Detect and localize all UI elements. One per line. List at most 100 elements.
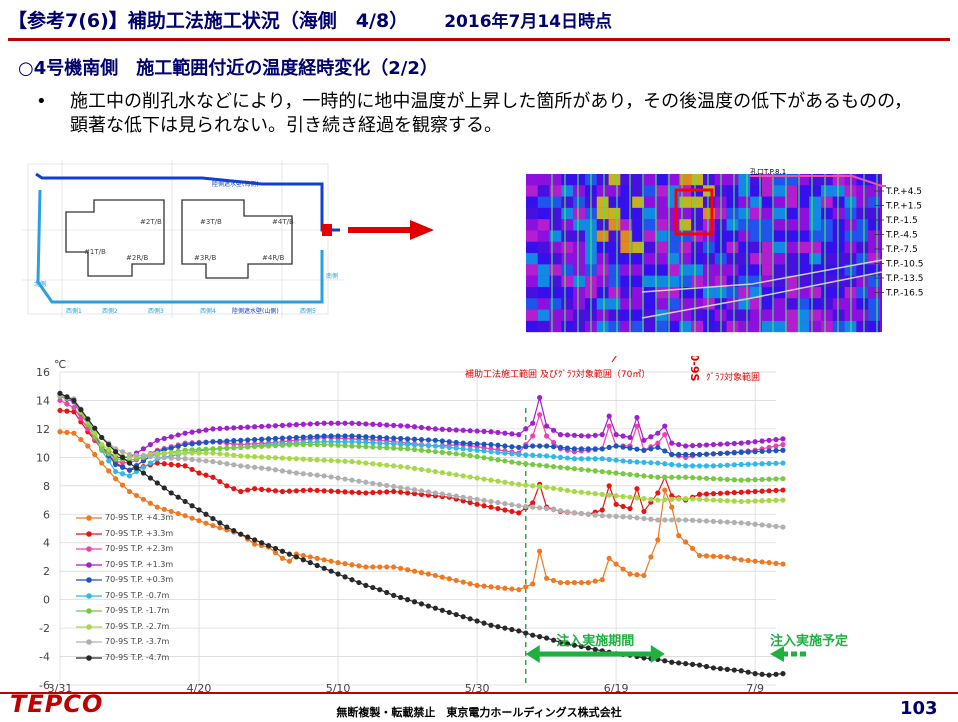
legend-item: 70-9S T.P. +3.3m — [76, 528, 216, 544]
data-point — [356, 459, 362, 465]
data-point — [314, 420, 320, 427]
data-point — [557, 508, 564, 514]
data-point — [648, 473, 654, 480]
data-point — [370, 440, 376, 446]
y-tick-label: -4 — [39, 651, 50, 664]
mountain-wall-label: 陸側遮水壁(山側) — [232, 307, 279, 315]
data-point — [641, 515, 647, 522]
data-point — [717, 497, 723, 504]
data-point — [474, 582, 480, 589]
data-point — [710, 463, 717, 469]
data-point — [439, 449, 445, 455]
data-point — [488, 477, 494, 483]
y-tick-label: 8 — [43, 480, 50, 493]
data-point — [453, 427, 459, 433]
data-point — [641, 655, 647, 661]
data-point — [210, 523, 216, 529]
data-point — [391, 463, 397, 469]
data-point — [384, 482, 390, 489]
unit2-tb-label: #2T/B — [140, 218, 162, 226]
data-point — [676, 660, 682, 666]
data-point — [537, 548, 543, 554]
data-point — [620, 514, 626, 520]
data-point — [265, 423, 272, 429]
data-point — [238, 437, 244, 443]
data-point — [599, 491, 605, 497]
data-point — [745, 520, 751, 527]
data-point — [210, 459, 216, 465]
data-point — [196, 507, 202, 513]
data-point — [293, 470, 299, 476]
data-point — [613, 470, 619, 476]
data-point — [564, 465, 571, 471]
data-point — [731, 462, 737, 468]
data-point — [516, 510, 522, 516]
data-point — [599, 468, 605, 475]
data-point — [432, 490, 438, 496]
data-point — [571, 456, 578, 462]
data-point — [342, 420, 348, 426]
data-point — [634, 446, 640, 452]
data-point — [189, 515, 195, 521]
data-point — [439, 444, 445, 450]
data-point — [523, 461, 529, 467]
data-point — [265, 443, 272, 449]
data-point — [85, 416, 91, 422]
data-point — [349, 562, 355, 568]
data-point — [780, 561, 786, 567]
data-point — [766, 437, 772, 443]
data-point — [481, 497, 487, 504]
data-point — [738, 668, 744, 674]
data-point — [550, 464, 557, 470]
data-point — [502, 507, 508, 513]
data-point — [404, 597, 411, 603]
data-point — [168, 450, 174, 456]
data-point — [676, 462, 682, 468]
data-point — [418, 570, 425, 576]
data-point — [655, 444, 661, 451]
data-point — [307, 487, 313, 493]
data-point — [773, 443, 779, 449]
data-point — [481, 448, 487, 454]
data-point — [307, 471, 313, 478]
data-point — [474, 428, 480, 434]
data-point — [544, 443, 550, 449]
data-point — [272, 488, 279, 494]
data-point — [391, 488, 397, 495]
data-point — [119, 449, 126, 455]
data-point — [307, 554, 313, 560]
data-point — [182, 441, 188, 448]
data-point — [231, 445, 237, 451]
data-point — [537, 634, 543, 640]
data-point — [161, 450, 167, 456]
data-point — [474, 475, 480, 481]
data-point — [377, 422, 383, 428]
data-point — [279, 455, 286, 461]
data-point — [126, 467, 133, 473]
data-point — [509, 451, 515, 457]
data-point — [710, 497, 717, 503]
data-point — [370, 489, 376, 496]
data-point — [258, 454, 265, 460]
data-point — [321, 441, 327, 448]
data-point — [252, 424, 258, 430]
data-point — [272, 545, 279, 552]
data-point — [696, 496, 703, 502]
data-point — [592, 646, 598, 653]
data-point — [286, 551, 292, 557]
data-point — [140, 496, 147, 502]
sea-wall-label: 陸側遮水壁(海側) — [212, 180, 259, 188]
data-point — [314, 441, 320, 448]
data-point — [509, 444, 515, 450]
data-point — [453, 577, 459, 584]
data-point — [258, 486, 265, 492]
data-point — [363, 460, 369, 466]
series-line — [59, 394, 784, 528]
data-point — [377, 481, 383, 487]
data-point — [509, 508, 515, 515]
data-point — [613, 493, 619, 499]
data-point — [335, 560, 341, 566]
data-point — [773, 560, 779, 566]
data-point — [85, 443, 91, 449]
data-point — [738, 477, 744, 483]
